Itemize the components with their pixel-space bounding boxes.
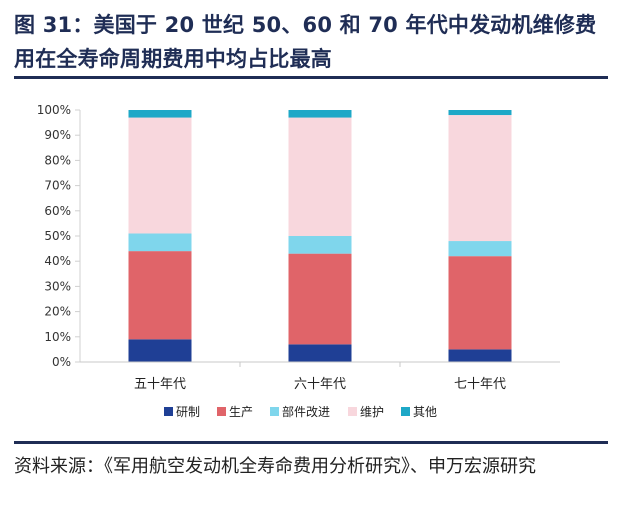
x-tick-label: 七十年代	[454, 377, 506, 392]
legend-item: 研制	[164, 405, 200, 419]
y-tick-label: 40%	[44, 254, 71, 268]
bar-segment	[448, 110, 512, 116]
legend-item: 生产	[217, 405, 253, 419]
chart-title: 图 31：美国于 20 世纪 50、60 和 70 年代中发动机维修费用在全寿命…	[14, 13, 597, 71]
stacked-bar-chart: 0% 10% 20% 30% 40% 50% 60% 70% 80% 90% 100% 五十年代 六十…	[37, 103, 560, 419]
bar-segment	[448, 349, 512, 362]
legend-label: 维护	[360, 405, 384, 419]
bar-stack	[448, 110, 512, 362]
y-tick-label: 90%	[44, 128, 71, 142]
y-tick-label: 20%	[44, 305, 71, 319]
legend-swatch	[270, 407, 279, 416]
bar-segment	[128, 251, 192, 340]
bar-segment	[288, 236, 352, 254]
x-axis: 五十年代 六十年代 七十年代	[80, 361, 560, 392]
legend-item: 其他	[401, 405, 437, 419]
bar-stack	[288, 110, 352, 362]
y-tick-label: 60%	[44, 204, 71, 218]
bars	[128, 110, 512, 362]
y-tick-label: 50%	[44, 229, 71, 243]
legend-item: 部件改进	[270, 404, 330, 419]
bar-segment	[128, 117, 192, 234]
bar-segment	[128, 110, 192, 118]
legend-label: 部件改进	[282, 404, 330, 419]
title-divider	[14, 76, 608, 79]
legend-swatch	[348, 407, 357, 416]
legend-swatch	[217, 407, 226, 416]
source-note: 资料来源：《军用航空发动机全寿命费用分析研究》、申万宏源研究	[14, 456, 536, 477]
legend: 研制 生产 部件改进 维护 其他	[164, 404, 437, 419]
legend-swatch	[164, 407, 173, 416]
bar-stack	[128, 110, 192, 362]
y-tick-label: 30%	[44, 279, 71, 293]
x-tick-label: 六十年代	[294, 377, 346, 392]
bar-segment	[288, 110, 352, 118]
legend-label: 研制	[176, 405, 200, 419]
source-divider	[14, 441, 608, 444]
y-tick-label: 70%	[44, 179, 71, 193]
y-tick-label: 100%	[37, 103, 71, 117]
y-tick-label: 0%	[52, 355, 71, 369]
y-axis: 0% 10% 20% 30% 40% 50% 60% 70% 80% 90% 100%	[37, 103, 81, 369]
legend-label: 生产	[229, 405, 253, 419]
bar-segment	[448, 115, 512, 242]
legend-label: 其他	[413, 405, 437, 419]
legend-item: 维护	[348, 405, 384, 419]
bar-segment	[448, 256, 512, 350]
bar-segment	[288, 253, 352, 345]
bar-segment	[128, 339, 192, 362]
bar-segment	[288, 344, 352, 362]
bar-segment	[448, 241, 512, 257]
legend-swatch	[401, 407, 410, 416]
y-tick-label: 80%	[44, 153, 71, 167]
bar-segment	[128, 233, 192, 252]
x-tick-label: 五十年代	[134, 377, 186, 392]
bar-segment	[288, 117, 352, 236]
y-tick-label: 10%	[44, 330, 71, 344]
